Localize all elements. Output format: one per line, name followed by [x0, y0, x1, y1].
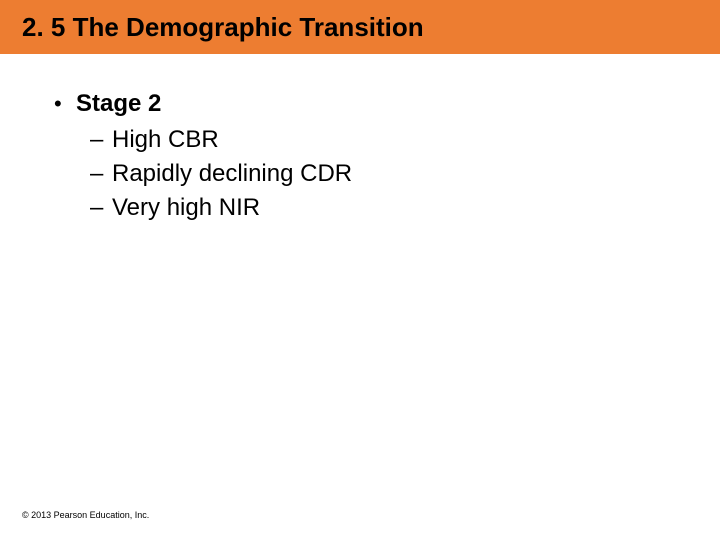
list-item-text: High CBR — [112, 126, 219, 154]
dash-marker: – — [90, 160, 112, 188]
list-item: – Very high NIR — [90, 194, 720, 222]
slide: 2. 5 The Demographic Transition • Stage … — [0, 0, 720, 540]
bullet-marker: • — [54, 91, 76, 117]
slide-title: 2. 5 The Demographic Transition — [22, 12, 424, 43]
list-item: • Stage 2 — [54, 90, 720, 118]
list-item-text: Rapidly declining CDR — [112, 160, 352, 188]
content-area: • Stage 2 – High CBR – Rapidly declining… — [0, 54, 720, 222]
list-item: – High CBR — [90, 126, 720, 154]
list-item-text: Very high NIR — [112, 194, 260, 222]
copyright-text: © 2013 Pearson Education, Inc. — [22, 510, 149, 520]
list-item: – Rapidly declining CDR — [90, 160, 720, 188]
title-bar: 2. 5 The Demographic Transition — [0, 0, 720, 54]
dash-marker: – — [90, 126, 112, 154]
list-item-text: Stage 2 — [76, 90, 161, 118]
dash-marker: – — [90, 194, 112, 222]
